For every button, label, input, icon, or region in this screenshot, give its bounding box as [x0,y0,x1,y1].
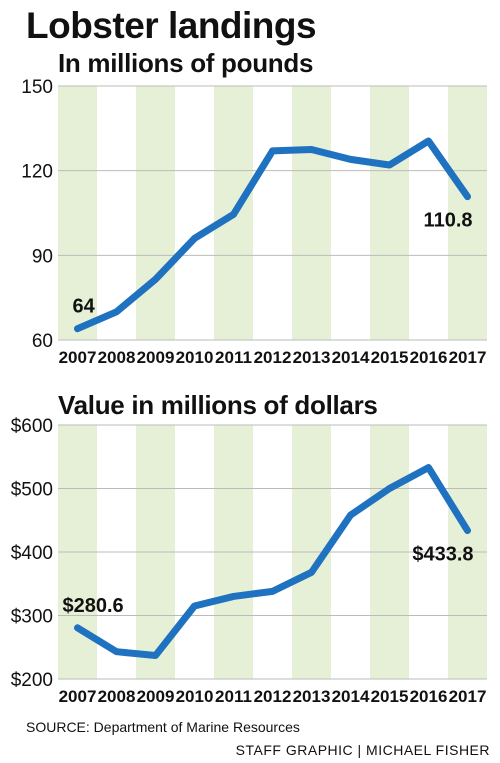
x-tick-label: 2012 [254,348,292,367]
x-tick-label: 2017 [449,687,487,706]
x-tick-label: 2011 [215,687,252,706]
data-label: $280.6 [63,595,124,617]
y-tick-label: $400 [11,543,53,564]
year-band [448,86,487,340]
source-note: SOURCE: Department of Marine Resources [26,719,300,735]
x-tick-label: 2009 [137,687,175,706]
x-tick-label: 2010 [176,348,214,367]
x-tick-label: 2011 [215,348,252,367]
data-label: 64 [73,296,96,318]
x-tick-label: 2008 [98,348,136,367]
y-tick-label: $300 [11,607,53,628]
y-tick-label: 60 [32,331,53,352]
y-tick-label: 150 [21,77,53,98]
year-band [136,86,175,340]
x-tick-label: 2014 [332,687,370,706]
x-tick-label: 2007 [59,348,97,367]
y-tick-label: 120 [21,162,53,183]
x-tick-label: 2016 [410,687,448,706]
x-tick-label: 2016 [410,348,448,367]
year-band [58,86,97,340]
x-tick-label: 2013 [293,348,331,367]
year-band [370,86,409,340]
x-tick-label: 2008 [98,687,136,706]
data-label: $433.8 [412,544,473,566]
x-tick-label: 2017 [449,348,487,367]
x-tick-label: 2012 [254,687,292,706]
staff-credit: STAFF GRAPHIC | MICHAEL FISHER [235,742,490,758]
x-tick-label: 2007 [59,687,97,706]
x-tick-label: 2010 [176,687,214,706]
year-band [292,86,331,340]
chart-1-title: In millions of pounds [58,48,314,78]
y-tick-label: $600 [11,416,53,437]
x-tick-label: 2009 [137,348,175,367]
x-tick-label: 2014 [332,348,370,367]
x-tick-label: 2015 [371,687,409,706]
page-title: Lobster landings [26,5,317,46]
y-tick-label: $200 [11,670,53,691]
data-label: 110.8 [424,210,473,232]
y-tick-label: 90 [32,246,53,267]
x-tick-label: 2015 [371,348,409,367]
chart-2-title: Value in millions of dollars [58,390,378,420]
x-tick-label: 2013 [293,687,331,706]
dollars-chart: $200 $300 $400 $500 $600 2007 2008 2009 2010 2011… [11,416,487,706]
y-tick-label: $500 [11,480,53,501]
